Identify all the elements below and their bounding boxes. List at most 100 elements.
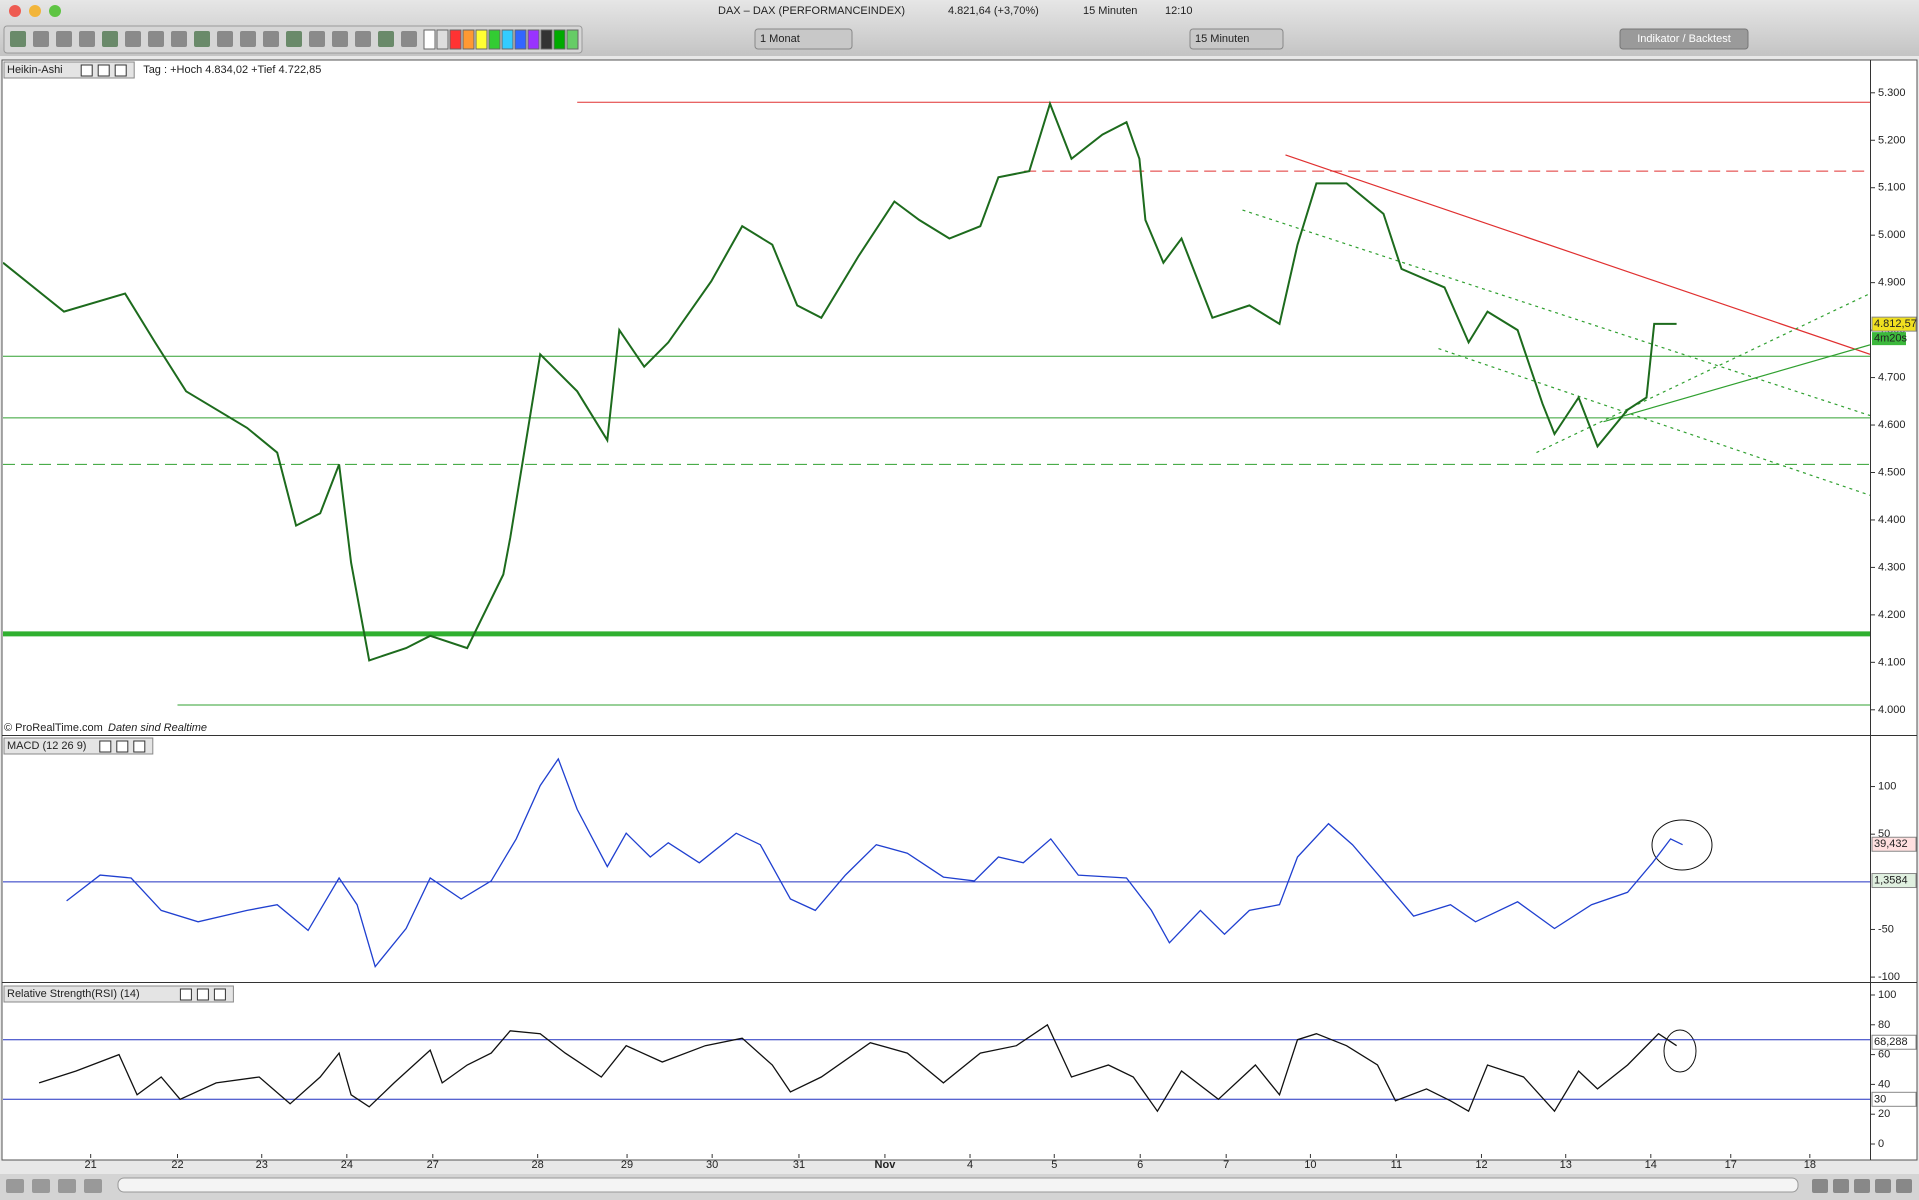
bottom-icon[interactable] xyxy=(1875,1179,1891,1193)
panel-subtitle: Tag : +Hoch 4.834,02 +Tief 4.722,85 xyxy=(143,64,321,76)
panel-header-icon[interactable] xyxy=(133,740,146,753)
y-tick-label: 40 xyxy=(1878,1078,1890,1090)
bottom-icon[interactable] xyxy=(6,1179,24,1193)
bottom-icon[interactable] xyxy=(84,1179,102,1193)
axis-value-label: 30 xyxy=(1874,1093,1886,1105)
minimize-button[interactable] xyxy=(29,5,41,17)
trend-line xyxy=(1603,344,1870,423)
series-line xyxy=(38,1023,1677,1113)
color-swatch[interactable] xyxy=(540,29,553,50)
tool-icon[interactable] xyxy=(378,31,394,47)
panel-header-icon[interactable] xyxy=(196,988,209,1001)
series-line xyxy=(3,100,1677,662)
axis-value-label: 4.812,57 xyxy=(1874,318,1917,330)
tool-icon[interactable] xyxy=(286,31,302,47)
y-tick-label: 0 xyxy=(1878,1138,1884,1150)
color-swatch[interactable] xyxy=(566,29,579,50)
bottom-icon[interactable] xyxy=(58,1179,76,1193)
y-tick-label: 5.300 xyxy=(1878,87,1906,99)
tool-icon[interactable] xyxy=(171,31,187,47)
y-tick-label: 4.200 xyxy=(1878,609,1906,621)
color-swatch[interactable] xyxy=(501,29,514,50)
color-swatch[interactable] xyxy=(423,29,436,50)
x-tick-label: 24 xyxy=(341,1159,353,1171)
tool-icon[interactable] xyxy=(56,31,72,47)
tool-icon[interactable] xyxy=(125,31,141,47)
panel-header-icon[interactable] xyxy=(116,740,129,753)
panel-header-icon[interactable] xyxy=(114,64,127,77)
panel-header-icon[interactable] xyxy=(80,64,93,77)
trend-line xyxy=(1242,209,1870,417)
tool-icon[interactable] xyxy=(10,31,26,47)
x-tick-label: 7 xyxy=(1223,1159,1229,1171)
bottom-icon[interactable] xyxy=(1833,1179,1849,1193)
tool-icon[interactable] xyxy=(240,31,256,47)
panel-header xyxy=(3,985,234,1003)
tool-icon[interactable] xyxy=(217,31,233,47)
tool-icon[interactable] xyxy=(194,31,210,47)
y-tick-label: 4.700 xyxy=(1878,372,1906,384)
zoom-button[interactable] xyxy=(49,5,61,17)
scrollbar[interactable] xyxy=(117,1177,1799,1193)
tool-icon[interactable] xyxy=(355,31,371,47)
indicator-button[interactable] xyxy=(1619,28,1749,50)
axis-value-label: 39,432 xyxy=(1874,838,1908,850)
period-select[interactable] xyxy=(754,28,853,50)
x-tick-label: 5 xyxy=(1051,1159,1057,1171)
bottom-icon[interactable] xyxy=(32,1179,50,1193)
color-swatch[interactable] xyxy=(488,29,501,50)
color-swatch[interactable] xyxy=(527,29,540,50)
panel-title: Relative Strength(RSI) (14) xyxy=(7,988,140,1000)
tool-icon[interactable] xyxy=(102,31,118,47)
bottom-icon[interactable] xyxy=(1896,1179,1912,1193)
y-tick-label: 100 xyxy=(1878,781,1896,793)
realtime-note: Daten sind Realtime xyxy=(108,722,207,734)
color-swatch[interactable] xyxy=(462,29,475,50)
color-swatch[interactable] xyxy=(475,29,488,50)
y-tick-label: -50 xyxy=(1878,923,1894,935)
y-tick-label: 80 xyxy=(1878,1019,1890,1031)
bottom-icon[interactable] xyxy=(1854,1179,1870,1193)
color-swatch[interactable] xyxy=(553,29,566,50)
panel-header-icon[interactable] xyxy=(99,740,112,753)
window-title: DAX – DAX (PERFORMANCEINDEX) xyxy=(718,5,905,17)
axis-value-label: 68,288 xyxy=(1874,1036,1908,1048)
x-tick-label: 13 xyxy=(1560,1159,1572,1171)
axis-value-box xyxy=(1871,316,1917,332)
tool-icon[interactable] xyxy=(401,31,417,47)
color-swatch[interactable] xyxy=(449,29,462,50)
panel-header-icon[interactable] xyxy=(97,64,110,77)
axis-value-box xyxy=(1871,873,1917,889)
color-swatch[interactable] xyxy=(436,29,449,50)
y-tick-label: 4.600 xyxy=(1878,419,1906,431)
panel-header-icon[interactable] xyxy=(213,988,226,1001)
axis-value-label: 1,3584 xyxy=(1874,875,1908,887)
interval-select[interactable] xyxy=(1189,28,1284,50)
panel-header-icon[interactable] xyxy=(179,988,192,1001)
x-tick-label: 28 xyxy=(532,1159,544,1171)
close-button[interactable] xyxy=(9,5,21,17)
tool-icon[interactable] xyxy=(332,31,348,47)
tool-icon[interactable] xyxy=(148,31,164,47)
y-tick-label: 4.500 xyxy=(1878,466,1906,478)
plot xyxy=(3,100,1870,706)
x-tick-label: 21 xyxy=(85,1159,97,1171)
source-label: © ProRealTime.com xyxy=(4,722,103,734)
axis-value-box xyxy=(1871,1034,1917,1050)
tool-icon[interactable] xyxy=(309,31,325,47)
tool-icon[interactable] xyxy=(33,31,49,47)
y-tick-label: 4.900 xyxy=(1878,277,1906,289)
period-select-label: 1 Monat xyxy=(760,33,800,45)
tool-icon[interactable] xyxy=(263,31,279,47)
color-swatch[interactable] xyxy=(514,29,527,50)
y-tick-label: 4.300 xyxy=(1878,561,1906,573)
bottom-icon[interactable] xyxy=(1812,1179,1828,1193)
panel-title: Heikin-Ashi xyxy=(7,64,63,76)
x-tick-label: Nov xyxy=(875,1159,897,1171)
tool-icon[interactable] xyxy=(79,31,95,47)
x-tick-label: 22 xyxy=(171,1159,183,1171)
annotation-circle xyxy=(1663,1029,1697,1073)
y-tick-label: 20 xyxy=(1878,1108,1890,1120)
x-tick-label: 30 xyxy=(706,1159,718,1171)
